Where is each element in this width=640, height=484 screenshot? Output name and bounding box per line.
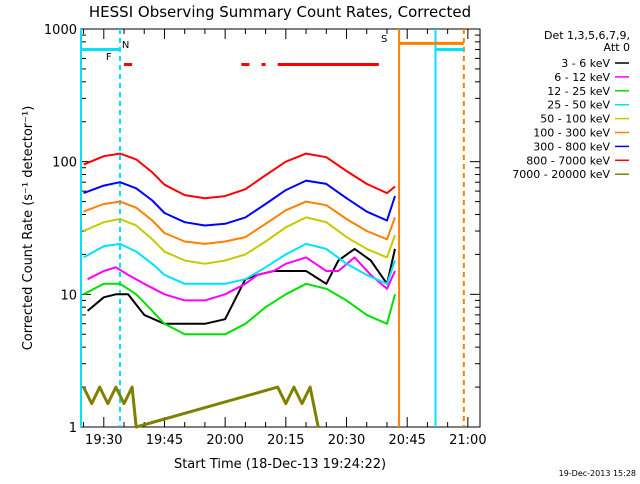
annotation-s: S (381, 34, 387, 45)
x-tick-label: 20:00 (206, 433, 243, 448)
x-tick-label: 19:45 (146, 433, 183, 448)
series-line (83, 200, 396, 245)
y-tick-label: 1 (69, 421, 77, 436)
legend-label: 12 - 25 keV (547, 85, 610, 98)
series-line (83, 152, 396, 200)
y-tick-label: 1000 (44, 23, 77, 38)
x-tick-label: 20:45 (388, 433, 425, 448)
x-tick-label: 20:30 (328, 433, 365, 448)
plot-border (80, 28, 481, 428)
footer-date: 19-Dec-2013 15:28 (559, 469, 636, 478)
data-marks: NF S (80, 29, 465, 429)
legend-label: 25 - 50 keV (547, 99, 610, 112)
series-line (83, 282, 396, 336)
plot-frame: 1 10 100 1000 19:30 19:45 20:00 20:15 20:30 20:45… (44, 23, 487, 448)
series-line (83, 216, 396, 265)
legend-label: 300 - 800 keV (533, 140, 610, 153)
series-line (83, 242, 396, 285)
annotation-f: F (106, 52, 112, 63)
series-line (82, 385, 320, 429)
series-line (87, 256, 396, 302)
legend-label: 800 - 7000 keV (526, 154, 610, 167)
x-tick-label: 21:00 (449, 433, 486, 448)
legend-label: 50 - 100 keV (540, 113, 610, 126)
legend-header-detectors: Det 1,3,5,6,7,9, (544, 29, 630, 42)
series-line (83, 179, 396, 227)
legend-label: 3 - 6 keV (561, 57, 610, 70)
legend-label: 7000 - 20000 keV (512, 168, 610, 181)
legend-label: 100 - 300 keV (533, 127, 610, 140)
legend-label: 6 - 12 keV (554, 71, 610, 84)
legend-header-attenuator: Att 0 (604, 41, 630, 54)
series-line (86, 247, 396, 325)
y-axis-label: Corrected Count Rate (s⁻¹ detector⁻¹) (21, 106, 36, 351)
x-tick-label: 20:15 (267, 433, 304, 448)
x-tick-label: 19:30 (85, 433, 122, 448)
y-tick-label: 10 (60, 288, 77, 303)
annotation-n: N (122, 40, 129, 51)
chart-title: HESSI Observing Summary Count Rates, Cor… (89, 3, 471, 21)
x-axis-label: Start Time (18-Dec-13 19:24:22) (174, 457, 386, 472)
y-tick-label: 100 (52, 156, 77, 171)
